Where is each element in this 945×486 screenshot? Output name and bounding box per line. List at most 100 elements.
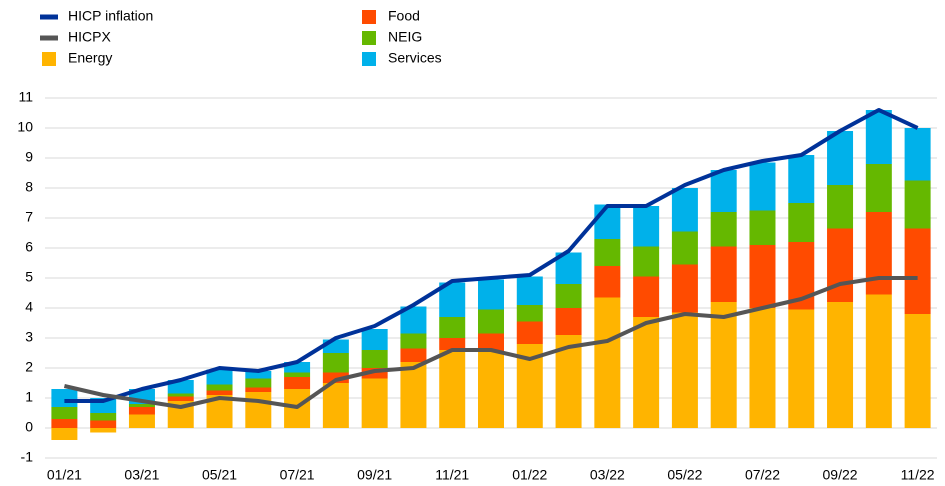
bar-segment bbox=[516, 321, 543, 344]
bar-segment bbox=[749, 210, 776, 245]
bar-segment bbox=[633, 206, 660, 247]
x-tick-label: 01/21 bbox=[47, 467, 82, 483]
bar-segment bbox=[361, 350, 388, 368]
bar-segment bbox=[633, 246, 660, 277]
bar-segment bbox=[865, 294, 892, 428]
bar-segment bbox=[167, 393, 194, 397]
bar-segment bbox=[245, 387, 272, 392]
bar-segment bbox=[439, 350, 466, 428]
bar-segment bbox=[206, 390, 233, 395]
bar-segment bbox=[516, 305, 543, 322]
bar-segment bbox=[206, 369, 233, 385]
x-tick-label: 11/21 bbox=[435, 467, 469, 483]
bar-segment bbox=[671, 312, 698, 428]
bar-segment bbox=[51, 419, 78, 428]
bar-segment bbox=[361, 378, 388, 428]
line-series bbox=[63, 276, 918, 409]
bar-segment bbox=[827, 131, 854, 185]
bar-segment bbox=[400, 362, 427, 428]
bar-segment bbox=[284, 372, 311, 377]
bar-segment bbox=[51, 428, 78, 440]
bar-segment bbox=[361, 329, 388, 350]
x-tick-label: 01/22 bbox=[512, 467, 547, 483]
bar-segment bbox=[284, 377, 311, 389]
bar-segment bbox=[671, 231, 698, 265]
y-tick-label: 7 bbox=[25, 209, 33, 225]
bar-segment bbox=[90, 428, 117, 433]
bar-segment bbox=[128, 407, 155, 415]
bar-segment bbox=[245, 371, 272, 379]
x-tick-label: 09/21 bbox=[357, 467, 392, 483]
y-tick-label: 8 bbox=[25, 179, 33, 195]
bar-segment bbox=[710, 170, 737, 212]
x-tick-label: 07/22 bbox=[745, 467, 780, 483]
line-series bbox=[64, 108, 919, 403]
bar-segment bbox=[51, 407, 78, 419]
bar-segment bbox=[322, 372, 349, 383]
bar-segment bbox=[400, 348, 427, 362]
bar-segment bbox=[90, 420, 117, 428]
bar-segment bbox=[827, 302, 854, 428]
bar-segment bbox=[90, 413, 117, 421]
bar-segment bbox=[749, 245, 776, 308]
bar-segment bbox=[51, 389, 78, 407]
bar-segment bbox=[206, 384, 233, 391]
bar-segment bbox=[710, 212, 737, 247]
legend-swatch bbox=[362, 31, 376, 45]
bar-segment bbox=[594, 239, 621, 266]
legend-label: NEIG bbox=[388, 29, 422, 45]
bar-segment bbox=[671, 188, 698, 232]
bar-segment bbox=[633, 317, 660, 428]
bar-segment bbox=[478, 309, 504, 334]
bar-segment bbox=[594, 204, 621, 239]
bar-segment bbox=[710, 302, 737, 428]
bar-segment bbox=[361, 368, 388, 379]
x-tick-label: 03/21 bbox=[124, 467, 159, 483]
y-tick-label: 11 bbox=[18, 89, 33, 105]
bar-segment bbox=[322, 383, 349, 428]
bar-segment bbox=[904, 180, 931, 229]
legend-label: HICPX bbox=[68, 29, 111, 45]
x-tick-label: 05/22 bbox=[667, 467, 702, 483]
legend-swatch bbox=[362, 10, 376, 24]
y-tick-label: -1 bbox=[21, 449, 34, 465]
bar-segment bbox=[827, 185, 854, 229]
bar-segment bbox=[594, 297, 621, 428]
bar-segment bbox=[749, 162, 776, 211]
y-tick-label: 10 bbox=[17, 119, 33, 135]
bar-segment bbox=[478, 279, 504, 310]
y-tick-label: 1 bbox=[25, 389, 33, 405]
y-tick-label: 9 bbox=[25, 149, 33, 165]
bar-segment bbox=[245, 392, 272, 428]
y-tick-label: 4 bbox=[25, 299, 33, 315]
bar-segment bbox=[904, 228, 931, 314]
x-tick-label: 03/22 bbox=[590, 467, 625, 483]
bar-segment bbox=[516, 276, 543, 305]
bar-segment bbox=[788, 203, 815, 242]
bar-segment bbox=[788, 309, 815, 428]
x-tick-label: 05/21 bbox=[202, 467, 237, 483]
bar-segment bbox=[284, 362, 311, 373]
legend-swatch bbox=[42, 52, 56, 66]
y-tick-label: 6 bbox=[25, 239, 33, 255]
bar-segment bbox=[128, 414, 155, 428]
bar-segment bbox=[439, 317, 466, 338]
legend-swatch bbox=[362, 52, 376, 66]
y-tick-label: 3 bbox=[25, 329, 33, 345]
bar-segment bbox=[827, 228, 854, 302]
bar-segment bbox=[128, 404, 155, 407]
bar-segment bbox=[633, 276, 660, 317]
bar-segment bbox=[400, 333, 427, 349]
bar-segment bbox=[865, 110, 892, 164]
y-tick-label: 5 bbox=[25, 269, 33, 285]
x-tick-label: 11/22 bbox=[901, 467, 935, 483]
legend-label: Services bbox=[388, 50, 442, 66]
legend-label: HICP inflation bbox=[68, 8, 153, 24]
bar-segment bbox=[594, 266, 621, 298]
bar-segment bbox=[671, 264, 698, 313]
bar-segment bbox=[904, 314, 931, 428]
bar-segment bbox=[478, 351, 504, 428]
bar-segment bbox=[788, 155, 815, 203]
bar-segment bbox=[865, 164, 892, 212]
bar-segment bbox=[710, 246, 737, 302]
